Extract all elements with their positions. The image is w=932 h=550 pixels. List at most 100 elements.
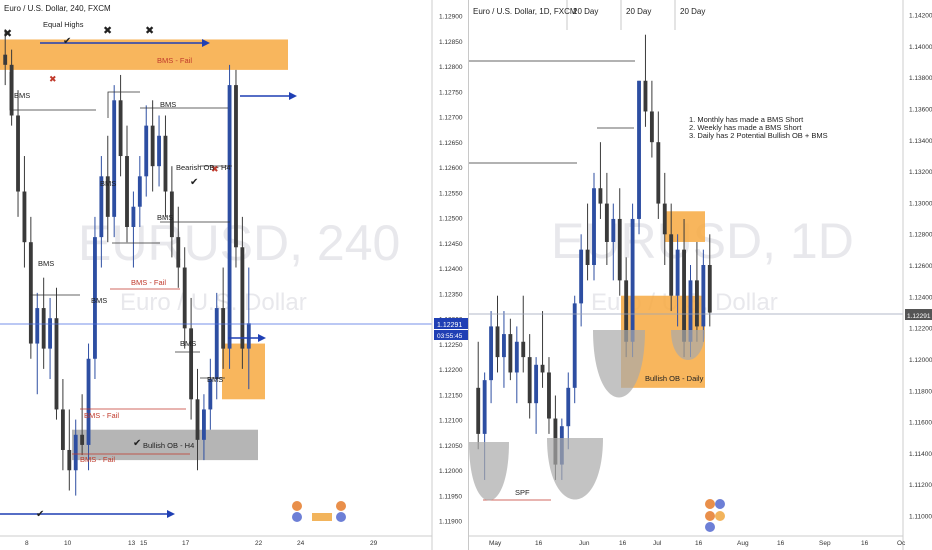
arc-shape (469, 442, 509, 501)
tab-20-day[interactable]: 20 Day (573, 7, 598, 16)
arrow-head-icon (258, 334, 266, 342)
candle-body (688, 280, 693, 342)
current-price-badge (434, 318, 468, 329)
price-tick-label: 1.11200 (909, 482, 932, 489)
candle-body (67, 449, 72, 471)
time-axis[interactable]: 8 10 13 15 17 22 24 29 (25, 540, 378, 547)
candles-group (476, 34, 712, 480)
chart-pane-1d[interactable]: EURUSD, 1D Euro / U.S. Dollar 1. Monthly… (468, 0, 932, 550)
price-tick-label: 1.12800 (909, 232, 932, 239)
label-bms: BMS (157, 213, 173, 222)
candle-body (234, 85, 238, 248)
label-bms-fail: BMS - Fail (80, 455, 115, 464)
candle-body (93, 237, 97, 359)
price-tick-label: 1.12600 (909, 263, 932, 270)
chart-title: Euro / U.S. Dollar, 240, FXCM (4, 4, 111, 13)
label-bms: BMS (38, 259, 54, 268)
chart-pane-4h[interactable]: EURUSD, 240 Euro / U.S. Dollar (0, 0, 468, 550)
candle-body (669, 234, 674, 296)
candle-body (214, 308, 219, 380)
candle-body (16, 115, 20, 192)
candle-body (482, 380, 487, 434)
candle-body (118, 100, 123, 157)
cross-icon: ✖ (145, 25, 154, 37)
chart-watermark-sub: Euro / U.S. Dollar (120, 289, 307, 316)
candle-body (169, 191, 174, 238)
event-icon[interactable] (705, 499, 715, 509)
event-icon[interactable] (336, 501, 346, 511)
chart-4h[interactable]: EURUSD, 240 Euro / U.S. Dollar (0, 0, 468, 550)
price-tick-label: 1.12750 (439, 89, 463, 96)
candle-body (701, 265, 706, 327)
price-tick-label: 1.11600 (909, 420, 932, 427)
time-tick-label: Sep (819, 540, 831, 547)
candle-body (521, 341, 526, 358)
time-tick-label: 16 (695, 540, 703, 547)
label-bullish-ob-daily: Bullish OB - Daily (645, 374, 704, 383)
price-tick-label: 1.12850 (439, 39, 463, 46)
time-tick-label: 8 (25, 540, 29, 547)
cross-icon: ✖ (103, 25, 112, 37)
candle-body (86, 358, 91, 445)
candle-body (144, 125, 149, 177)
price-axis[interactable]: 1.12900 1.12850 1.12800 1.12750 1.12700 1.126… (439, 14, 463, 526)
check-icon: ✔ (36, 509, 44, 520)
candle-body (675, 249, 680, 296)
event-icon[interactable] (705, 511, 715, 521)
tab-20-day[interactable]: 20 Day (680, 7, 705, 16)
time-tick-label: 24 (297, 540, 305, 547)
candle-body (80, 434, 85, 445)
price-tick-label: 1.12900 (439, 14, 463, 21)
overlays-group: ✖ ✖ ✖ ✖ ✖ ✔ ✔ ✔ ✔ Equal Highs BMS - Fail… (0, 20, 432, 522)
candle-body (22, 191, 27, 243)
event-icon[interactable] (715, 499, 725, 509)
candle-body (54, 318, 59, 410)
event-icon[interactable] (292, 501, 302, 511)
event-icon[interactable] (705, 522, 715, 532)
bms-line (107, 91, 140, 118)
price-tick-label: 1.12200 (439, 367, 463, 374)
event-icon[interactable] (336, 512, 346, 522)
arc-shape (671, 330, 705, 360)
candle-body (246, 323, 251, 349)
note-line-1: 1. Monthly has made a BMS Short (689, 115, 804, 124)
candle-body (508, 334, 513, 373)
price-tick-label: 1.13400 (909, 138, 932, 145)
price-tick-label: 1.11000 (909, 514, 932, 521)
time-tick-label: 29 (370, 540, 378, 547)
price-tick-label: 1.12150 (439, 392, 463, 399)
candle-body (495, 326, 500, 358)
event-icon[interactable] (715, 511, 725, 521)
check-icon: ✔ (63, 36, 71, 47)
price-axis[interactable]: 1.14200 1.14000 1.13800 1.13600 1.13400 1.132… (909, 13, 932, 521)
price-tick-label: 1.13000 (909, 200, 932, 207)
candle-body (163, 135, 168, 192)
event-icon[interactable] (292, 512, 302, 522)
event-icon[interactable] (312, 513, 332, 521)
tab-20-day[interactable]: 20 Day (626, 7, 651, 16)
candle-body (28, 242, 33, 344)
price-tick-label: 1.12000 (439, 468, 463, 475)
time-tick-label: Aug (737, 540, 749, 547)
candle-body (157, 135, 161, 167)
overlays-group: 1. Monthly has made a BMS Short 2. Weekl… (469, 0, 903, 532)
time-tick-label: 16 (861, 540, 869, 547)
price-tick-label: 1.12700 (439, 115, 463, 122)
candle-body (35, 308, 40, 344)
price-tick-label: 1.13600 (909, 106, 932, 113)
countdown-badge (434, 330, 468, 340)
time-tick-label: Jun (579, 540, 590, 547)
time-tick-label: 16 (777, 540, 785, 547)
price-tick-label: 1.12500 (439, 216, 463, 223)
label-bms-fail: BMS - Fail (84, 411, 119, 420)
chart-1d[interactable]: EURUSD, 1D Euro / U.S. Dollar 1. Monthly… (469, 0, 932, 550)
price-tick-label: 1.13200 (909, 169, 932, 176)
candles-group (3, 29, 251, 496)
candle-body (195, 399, 200, 440)
price-tick-label: 1.12550 (439, 190, 463, 197)
candle-body (598, 188, 603, 204)
label-bms-fail: BMS - Fail (157, 56, 192, 65)
arc-shape (547, 438, 603, 500)
time-axis[interactable]: May 16 Jun 16 Jul 16 Aug 16 Sep 16 Oc (489, 540, 906, 547)
candle-body (637, 80, 641, 219)
